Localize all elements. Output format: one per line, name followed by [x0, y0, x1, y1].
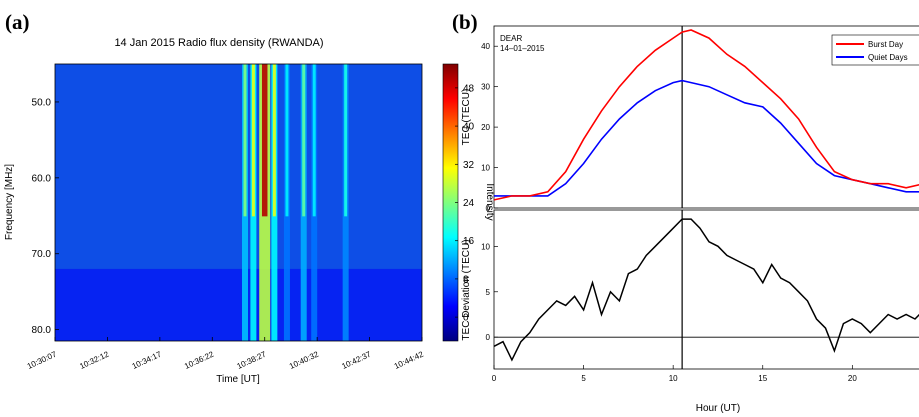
spectrogram-burst-core [261, 64, 268, 217]
spectrogram-x-tick-label: 10:34:17 [131, 349, 164, 371]
tec-y-ticks: 0 10 20 30 40 [481, 42, 498, 213]
spectrogram-burst-core [302, 64, 306, 217]
colorbar: 0 8 16 24 32 40 48 Intensity [442, 63, 495, 342]
panel-b-label: (b) [452, 10, 478, 34]
spectrogram-burst-core [272, 64, 276, 217]
hour-x-ticks: 0 5 10 15 20 [492, 365, 857, 383]
spectrogram-burst-core [312, 64, 316, 217]
spectrogram-y-label: Frequency [MHz] [4, 164, 15, 240]
spectrogram-burst-core [285, 64, 289, 217]
spectrogram-x-tick-label: 10:40:32 [288, 349, 321, 371]
spectrogram-x-tick-label: 10:30:07 [26, 349, 59, 371]
spectrogram-x-tick-label: 10:36:22 [183, 349, 216, 371]
deviation-y-label: TEC Deviation (TECU) [461, 239, 472, 340]
tec-y-label: TEC (TECU) [461, 89, 472, 146]
station-label: DEAR [500, 34, 522, 43]
colorbar-label: Intensity [484, 183, 495, 220]
spectrogram-x-tick-label: 10:42:37 [340, 349, 373, 371]
legend-label-burst: Burst Day [868, 40, 903, 49]
tec-y-tick-label: 40 [481, 42, 490, 51]
tec-y-tick-label: 10 [481, 164, 490, 173]
hour-x-tick-label: 5 [581, 374, 586, 383]
colorbar-tick-label: 16 [463, 236, 475, 247]
spectrogram-burst-core [251, 64, 255, 217]
tec-deviation-frame [493, 209, 919, 370]
panel-a-title: 14 Jan 2015 Radio flux density (RWANDA) [114, 37, 323, 49]
tec-y-tick-label: 20 [481, 123, 490, 132]
deviation-y-tick-label: 10 [481, 242, 490, 251]
hour-x-tick-label: 0 [492, 374, 497, 383]
tec-deviation-plot: 0 5 10 0 5 10 15 20 TEC Deviation (TECU) Hour … [461, 209, 919, 414]
hour-x-label: Hour (UT) [696, 403, 740, 414]
spectrogram-burst-core [344, 64, 348, 217]
deviation-y-tick-label: 5 [486, 288, 491, 297]
spectrogram-low-band [55, 268, 422, 341]
date-label: 14–01–2015 [500, 44, 545, 53]
spectrogram-y-tick-label: 50.0 [32, 97, 52, 108]
spectrogram-burst-core [243, 64, 247, 217]
spectrogram [54, 63, 423, 342]
hour-x-tick-label: 20 [848, 374, 857, 383]
legend-label-quiet: Quiet Days [868, 53, 908, 62]
panel-a: (a) 14 Jan 2015 Radio flux density (RWAN… [4, 10, 495, 385]
spectrogram-x-tick-label: 10:38:27 [236, 349, 269, 371]
tec-y-tick-label: 30 [481, 83, 490, 92]
spectrogram-x-ticks: 10:30:07 10:32:12 10:34:17 10:36:22 10:38:27… [26, 337, 426, 371]
hour-x-tick-label: 15 [758, 374, 767, 383]
spectrogram-y-tick-label: 60.0 [32, 173, 52, 184]
spectrogram-y-tick-label: 70.0 [32, 249, 52, 260]
deviation-y-tick-label: 0 [486, 333, 491, 342]
spectrogram-x-tick-label: 10:44:42 [393, 349, 426, 371]
panel-a-label: (a) [5, 10, 30, 34]
hour-x-tick-label: 10 [669, 374, 678, 383]
legend-box [831, 34, 919, 66]
spectrogram-bands [55, 64, 422, 341]
spectrogram-y-tick-label: 80.0 [32, 325, 52, 336]
burst-day-line [494, 29, 919, 201]
panel-b: (b) 0 10 20 30 40 DEAR 14–01–2015 TEC (TECU)… [452, 10, 919, 414]
colorbar-tick-label: 48 [463, 83, 475, 94]
spectrogram-y-ticks: 50.0 60.0 70.0 80.0 [32, 97, 59, 336]
spectrogram-x-tick-label: 10:32:12 [78, 349, 111, 371]
colorbar-tick-label: 24 [463, 198, 475, 209]
colorbar-tick-label: 40 [463, 122, 475, 133]
legend: Burst Day Quiet Days [831, 34, 919, 66]
spectrogram-frame [54, 63, 423, 342]
tec-y-tick-label: 0 [486, 204, 491, 213]
tec-deviation-line [494, 218, 919, 362]
tec-plot: 0 10 20 30 40 DEAR 14–01–2015 TEC (TECU) Bur… [461, 25, 919, 213]
colorbar-tick-label: 32 [463, 160, 475, 171]
colorbar-tick-label: 0 [463, 313, 469, 324]
spectrogram-x-label: Time [UT] [216, 374, 260, 385]
colorbar-ticks: 0 8 16 24 32 40 48 [455, 83, 475, 324]
colorbar-tick-label: 8 [463, 274, 469, 285]
